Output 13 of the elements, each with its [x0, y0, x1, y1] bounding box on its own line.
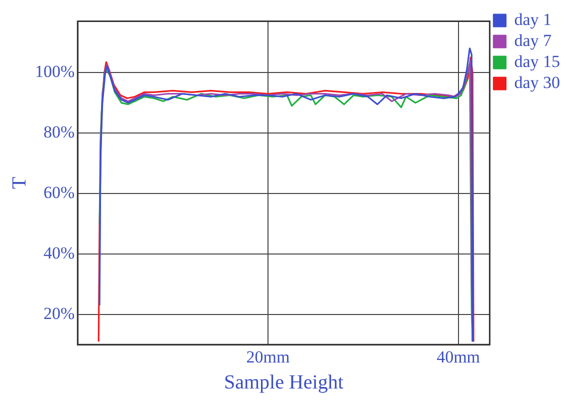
legend-label: day 7: [514, 30, 552, 50]
y-tick-label: 20%: [43, 304, 75, 323]
legend-label: day 15: [514, 52, 560, 71]
y-tick-label: 100%: [34, 62, 75, 82]
y-tick-label: 80%: [43, 122, 75, 142]
x-tick-label: 40mm: [436, 347, 480, 366]
legend-label: day 30: [514, 72, 560, 92]
y-tick-label: 60%: [43, 182, 75, 202]
x-tick-label: 20mm: [246, 347, 290, 366]
legend-label: day 1: [514, 10, 552, 29]
x-axis-title: Sample Height: [224, 371, 344, 394]
y-tick-label: 40%: [43, 243, 75, 262]
y-axis-title: T: [8, 176, 30, 190]
